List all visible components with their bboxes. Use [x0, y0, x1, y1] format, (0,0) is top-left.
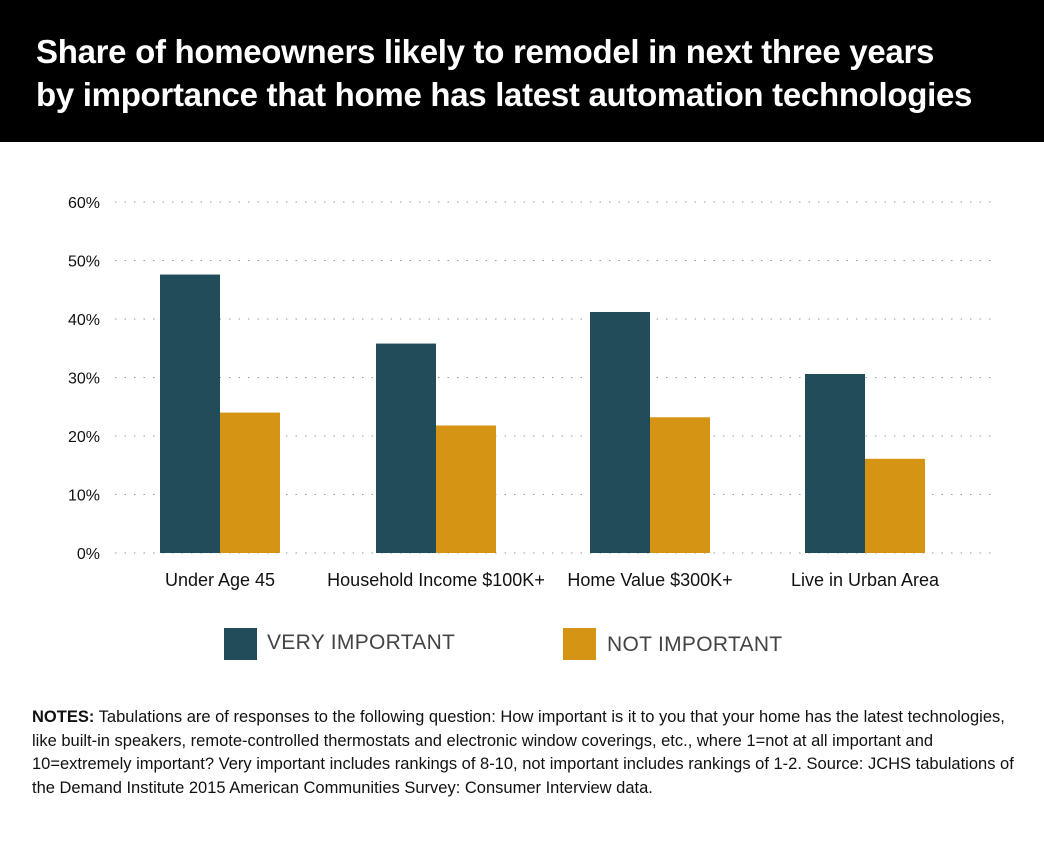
notes: NOTES: Tabulations are of responses to t… — [32, 706, 1022, 800]
chart-title-line-2: by importance that home has latest autom… — [36, 76, 973, 113]
legend-swatch-not-important — [563, 628, 596, 660]
x-category-label: Household Income $100K+ — [327, 570, 545, 590]
y-tick-label: 10% — [68, 488, 100, 505]
x-category-label: Home Value $300K+ — [567, 570, 732, 590]
bar-not-important — [650, 417, 710, 553]
y-tick-label: 20% — [68, 429, 100, 446]
y-tick-label: 50% — [68, 254, 100, 271]
legend-label-not-important: NOT IMPORTANT — [607, 633, 783, 656]
y-tick-label: 0% — [77, 546, 100, 563]
bar-not-important — [865, 458, 925, 553]
y-tick-label: 40% — [68, 312, 100, 329]
legend-swatch-very-important — [224, 628, 257, 660]
chart-title: Share of homeowners likely to remodel in… — [36, 30, 1036, 116]
notes-label: NOTES: — [32, 708, 95, 726]
bar-not-important — [220, 412, 280, 553]
y-tick-label: 60% — [68, 195, 100, 212]
bar-very-important — [160, 274, 220, 553]
bar-very-important — [376, 343, 436, 553]
x-category-label: Under Age 45 — [165, 570, 275, 590]
chart-header: Share of homeowners likely to remodel in… — [0, 0, 1044, 142]
chart-title-line-1: Share of homeowners likely to remodel in… — [36, 33, 935, 70]
x-category-label: Live in Urban Area — [791, 570, 940, 590]
bar-very-important — [590, 311, 650, 553]
y-tick-label: 30% — [68, 371, 100, 388]
notes-text: Tabulations are of responses to the foll… — [32, 708, 1014, 797]
bar-not-important — [436, 425, 496, 553]
bar-very-important — [805, 373, 865, 553]
legend-label-very-important: VERY IMPORTANT — [267, 631, 456, 654]
